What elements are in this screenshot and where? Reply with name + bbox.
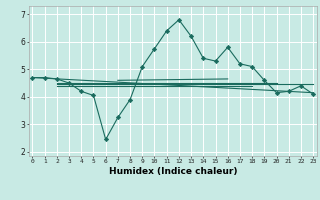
X-axis label: Humidex (Indice chaleur): Humidex (Indice chaleur) <box>108 167 237 176</box>
